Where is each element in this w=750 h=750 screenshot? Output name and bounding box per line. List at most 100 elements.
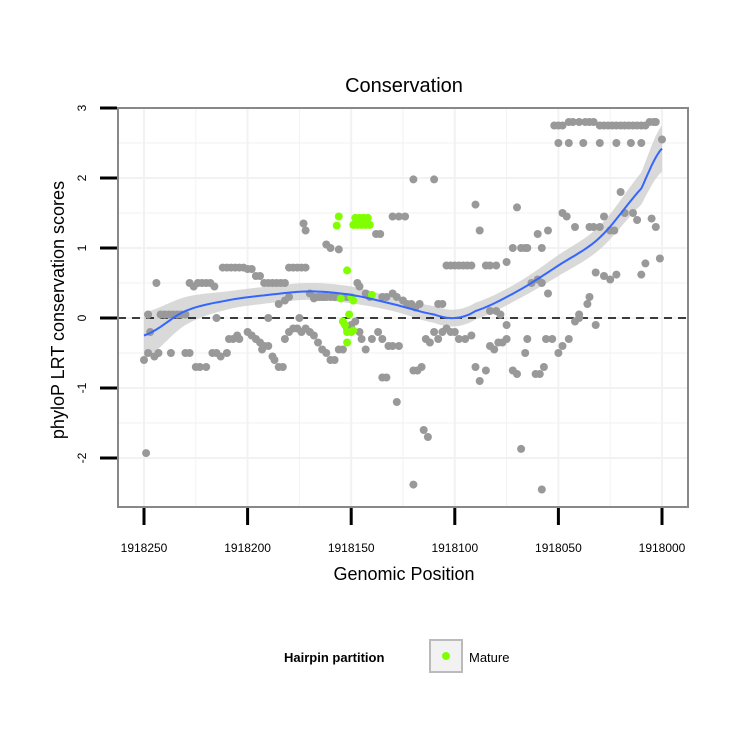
point-other (626, 139, 635, 147)
point-other (595, 139, 604, 147)
point-other (544, 289, 552, 298)
y-tick-label: 2 (75, 174, 89, 181)
point-other (637, 139, 646, 147)
point-other (475, 226, 484, 235)
point-other (430, 175, 439, 184)
point-other (461, 335, 470, 343)
legend: Hairpin partition Mature (284, 639, 509, 673)
point-other (571, 317, 579, 326)
point-other (658, 135, 666, 144)
point-other (256, 272, 264, 280)
point-mature (332, 221, 341, 230)
point-other (508, 366, 517, 375)
point-other (334, 345, 343, 354)
point-other (575, 310, 584, 319)
point-other (392, 293, 401, 301)
point-other (382, 373, 391, 382)
x-axis: 1918250 1918200 1918150 1918100 1918050 19180… (121, 508, 686, 555)
point-mature (363, 213, 372, 222)
point-mature (367, 290, 376, 299)
point-other (647, 214, 656, 223)
point-other (355, 328, 364, 336)
point-other (154, 349, 163, 357)
x-tick-label: 1918100 (431, 541, 478, 555)
point-other (142, 449, 151, 458)
point-other (202, 363, 211, 371)
point-other (523, 335, 532, 343)
point-other (548, 335, 557, 343)
point-other (475, 377, 484, 385)
point-other (361, 345, 370, 354)
point-other (409, 480, 418, 489)
point-other (533, 230, 542, 238)
point-other (571, 223, 579, 231)
point-other (309, 294, 318, 303)
point-other (191, 363, 200, 371)
point-mature (336, 294, 345, 303)
point-other (589, 118, 598, 126)
point-other (579, 139, 588, 147)
point-other (152, 279, 161, 287)
point-other (394, 342, 403, 350)
x-tick-label: 1918250 (121, 541, 168, 555)
point-other (591, 321, 600, 329)
point-other (320, 293, 329, 301)
point-other (243, 328, 252, 336)
point-other (280, 335, 289, 343)
point-other (531, 370, 540, 378)
point-other (210, 282, 219, 291)
point-other (471, 200, 480, 209)
smooth-fit-line (143, 147, 663, 337)
point-other (434, 335, 443, 343)
point-other (641, 259, 650, 268)
point-other (568, 118, 577, 126)
point-other (542, 335, 550, 343)
point-other (471, 363, 480, 371)
point-other (595, 223, 604, 231)
point-other (144, 310, 153, 319)
point-other (564, 139, 573, 147)
point-other (610, 226, 619, 235)
point-other (467, 331, 476, 340)
point-other (537, 485, 546, 494)
point-other (600, 212, 608, 221)
point-other (486, 261, 494, 270)
points-other (140, 118, 666, 494)
point-other (367, 335, 376, 343)
y-tick-label: -1 (75, 382, 89, 393)
point-other (423, 433, 432, 441)
point-other (326, 244, 335, 252)
point-other (258, 345, 267, 354)
point-other (357, 335, 366, 343)
point-mature (345, 310, 354, 319)
y-tick-label: 3 (75, 104, 89, 111)
point-other (517, 444, 526, 453)
point-other (629, 209, 637, 217)
point-other (537, 279, 546, 287)
x-tick-label: 1918150 (328, 541, 375, 555)
point-other (637, 270, 646, 279)
point-other (633, 216, 642, 224)
point-other (419, 426, 428, 434)
y-axis: -2 -1 0 1 2 3 (75, 104, 117, 463)
point-other (575, 118, 584, 126)
point-mature (334, 212, 343, 221)
point-other (181, 349, 190, 357)
legend-entry-mature: Mature (469, 650, 509, 665)
point-other (492, 261, 501, 270)
point-other (140, 356, 148, 364)
point-other (280, 279, 289, 287)
point-other (438, 328, 447, 336)
x-axis-label: Genomic Position (333, 564, 474, 584)
point-other (166, 349, 175, 357)
point-other (222, 349, 231, 357)
point-other (438, 300, 447, 308)
point-mature (343, 338, 352, 347)
point-other (612, 139, 621, 147)
x-tick-label: 1918000 (639, 541, 686, 555)
point-mature (365, 220, 374, 229)
point-other (544, 226, 552, 235)
point-other (521, 349, 530, 357)
point-other (537, 244, 546, 252)
y-tick-label: -2 (75, 452, 89, 463)
